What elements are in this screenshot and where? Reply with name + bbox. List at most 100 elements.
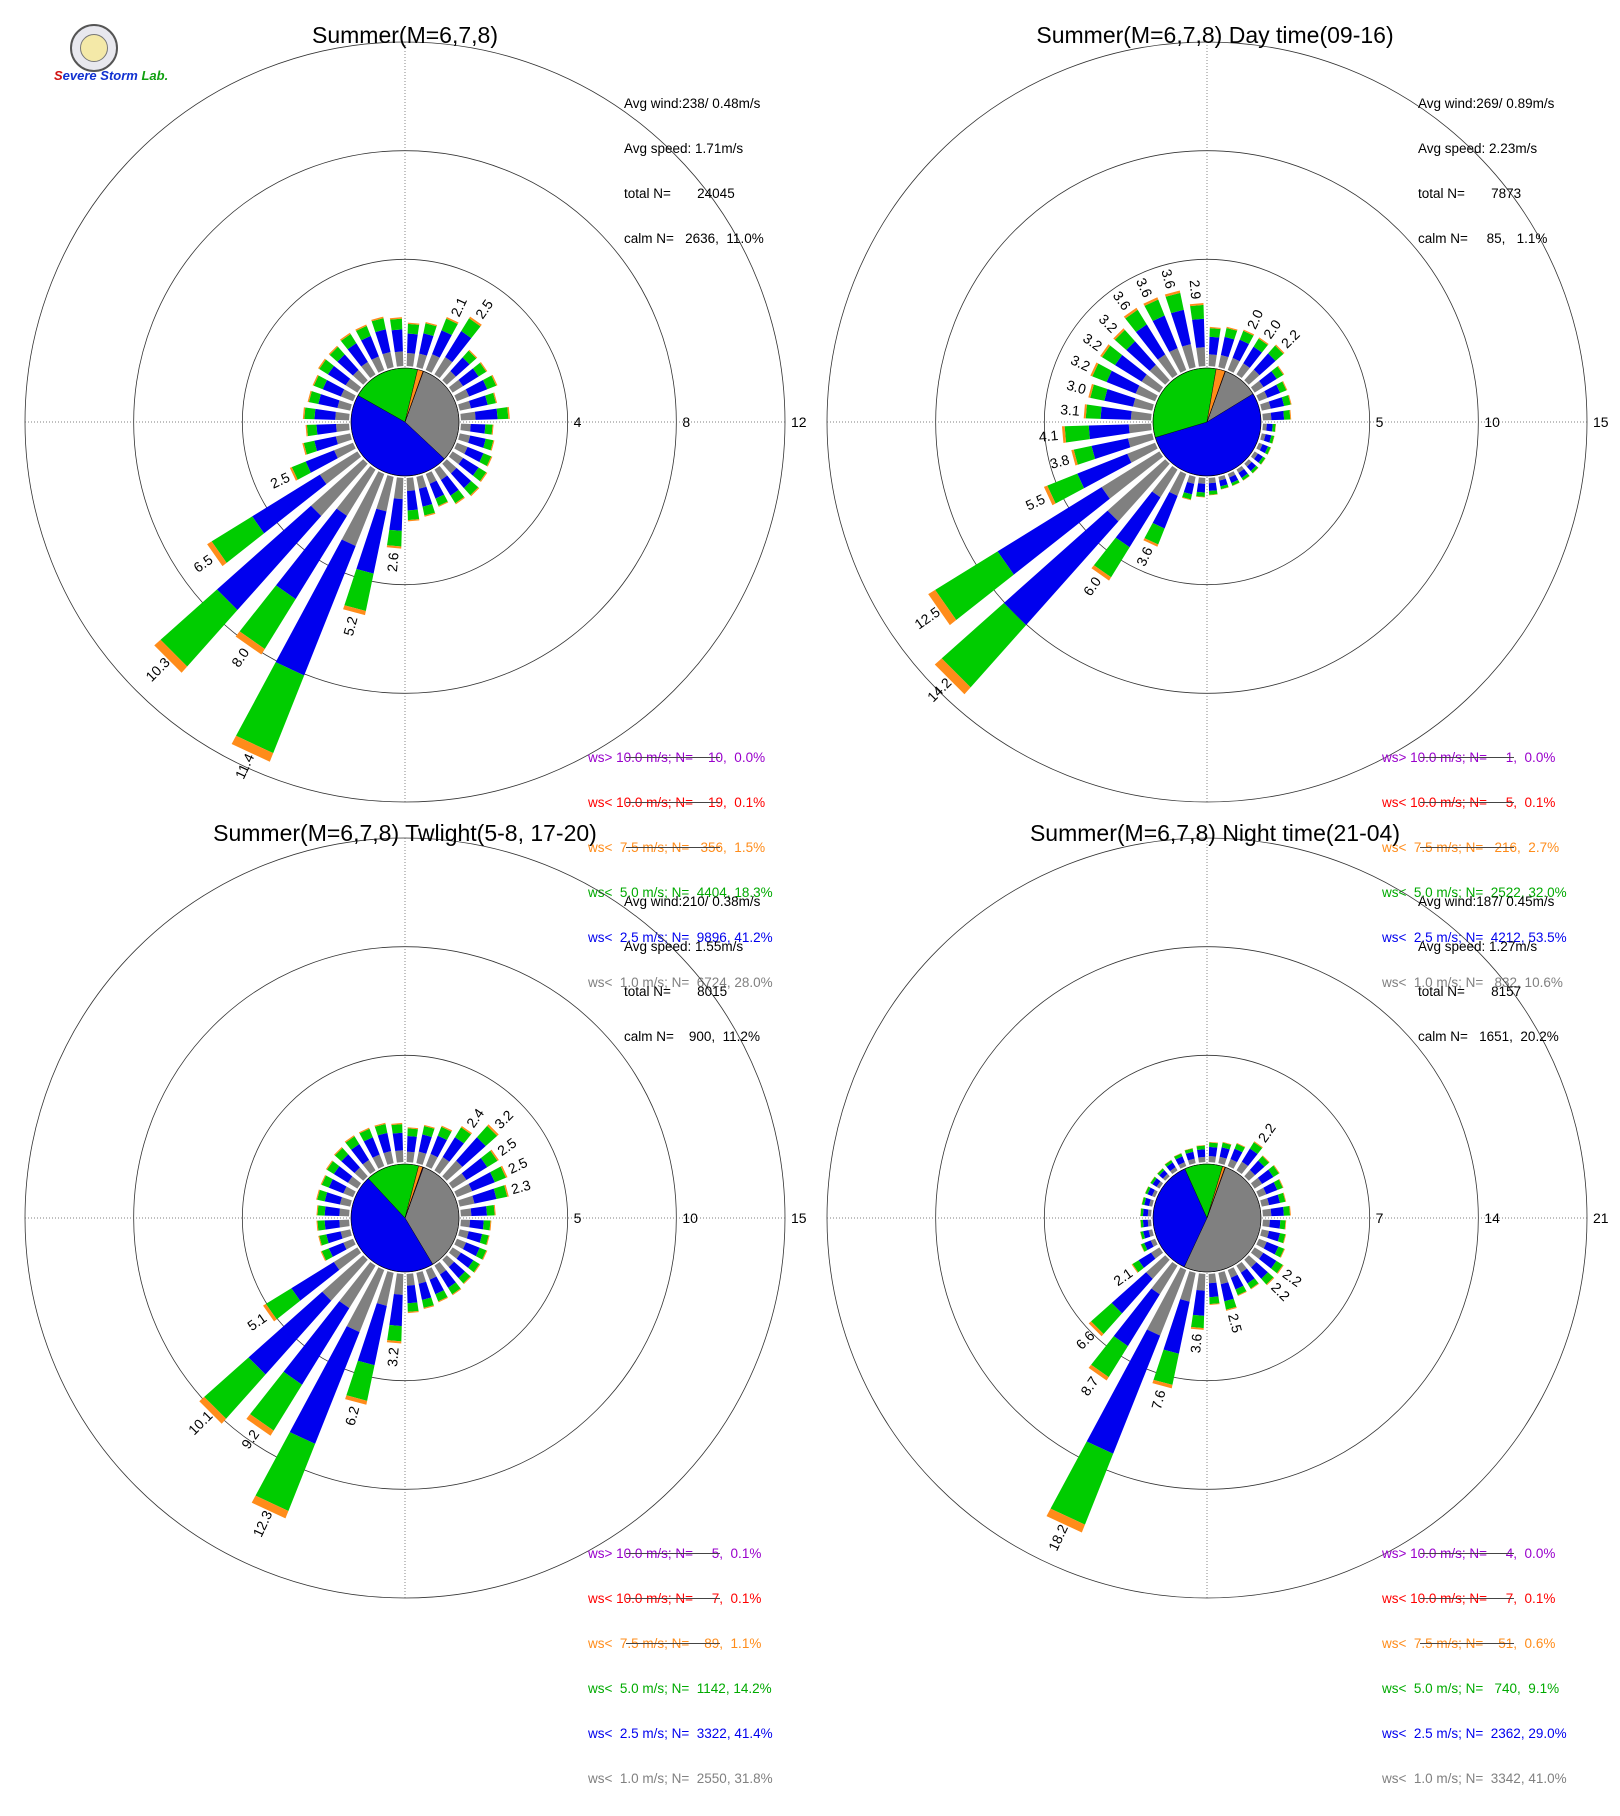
petal-segment (458, 1195, 475, 1207)
petal-segment (317, 1220, 326, 1231)
legend-row: ws< 10.0 m/s; N= 7, 0.1% (1382, 1591, 1556, 1606)
petal-segment (1144, 299, 1165, 322)
petal-segment (1279, 1220, 1286, 1230)
petal-segment (1218, 355, 1229, 369)
petal-segment (928, 589, 957, 626)
petal-segment (1282, 381, 1288, 391)
petal-segment (458, 368, 479, 387)
petal-segment (391, 1122, 403, 1126)
petal-segment (500, 1165, 508, 1178)
petal-segment (469, 316, 482, 327)
petal-segment (476, 1125, 498, 1147)
petal-segment (1283, 1192, 1287, 1202)
petal-segment (1219, 1147, 1230, 1159)
petal-segment (317, 1189, 328, 1202)
petal-segment (337, 400, 352, 411)
petal-segment (438, 1297, 449, 1303)
petal-segment (1244, 1169, 1256, 1181)
petal-segment (362, 1159, 376, 1175)
petal-value-label: 6.2 (342, 1404, 363, 1427)
petal-segment (1254, 453, 1263, 463)
ring-tick-label: 8 (682, 414, 690, 430)
petal-segment (472, 467, 487, 482)
petal-segment (1289, 409, 1292, 420)
petal-segment (1277, 1233, 1286, 1244)
petal-segment (248, 1291, 332, 1375)
petal-segment (448, 1173, 467, 1189)
petal-segment (1218, 1271, 1229, 1285)
petal-segment (318, 394, 340, 408)
petal-segment (346, 1267, 385, 1333)
petal-segment (442, 1137, 464, 1162)
petal-segment (1185, 1151, 1195, 1161)
petal-segment (470, 487, 480, 497)
petal-segment (1209, 326, 1221, 330)
petal-segment (1278, 1178, 1284, 1188)
windrose-plot: 5 10 152.02.02.23.66.014.212.55.53.84.13.1… (826, 41, 1609, 803)
petal-segment (1250, 465, 1259, 474)
petal-segment (1267, 447, 1272, 455)
petal-segment (480, 1150, 498, 1168)
petal-segment (421, 1297, 434, 1308)
petal-segment (1226, 326, 1238, 331)
petal-segment (1061, 426, 1067, 443)
petal-segment (1140, 1231, 1143, 1240)
petal-segment (1209, 328, 1221, 338)
petal-segment (1208, 1155, 1216, 1163)
avg-wind-text: Avg wind:187/ 0.45m/s (1418, 894, 1555, 909)
petal-segment (1236, 1142, 1246, 1148)
petal-segment (441, 318, 458, 336)
petal-segment (1272, 423, 1276, 432)
petal-value-label: 7.6 (1148, 1388, 1169, 1411)
petal-segment (469, 1219, 484, 1230)
petal-segment (941, 602, 1027, 688)
petal-segment (1093, 537, 1130, 578)
petal-segment (1144, 1186, 1149, 1194)
petal-segment (1196, 1145, 1205, 1150)
petal-segment (1236, 363, 1250, 379)
petal-value-label: 3.6 (1133, 544, 1156, 569)
petal-segment (324, 1206, 340, 1217)
petal-segment (387, 1325, 402, 1342)
petal-segment (448, 1282, 461, 1295)
petal-segment (1283, 409, 1291, 420)
petal-value-label: 2.0 (1244, 307, 1267, 332)
petal-segment (1274, 1246, 1285, 1258)
petal-segment (486, 456, 493, 467)
petal-segment (407, 1302, 419, 1312)
petal-segment (454, 1238, 467, 1250)
petal-segment (1243, 346, 1262, 368)
petal-segment (391, 1124, 403, 1134)
petal-segment (1143, 1230, 1151, 1239)
petal-segment (1184, 1147, 1193, 1151)
petal-segment (313, 375, 327, 390)
petal-segment (1260, 1198, 1270, 1207)
petal-segment (320, 1174, 326, 1185)
legend-row: ws< 5.0 m/s; N= 1142, 14.2% (588, 1681, 772, 1696)
petal-segment (314, 436, 338, 452)
petal-segment (1071, 449, 1078, 466)
petal-segment (1232, 339, 1250, 362)
petal-value-label: 8.7 (1077, 1373, 1101, 1398)
petal-segment (1190, 304, 1204, 320)
petal-segment (339, 1197, 352, 1207)
calm-n-text: calm N= 85, 1.1% (1418, 231, 1548, 246)
petal-segment (448, 379, 464, 393)
petal-segment (450, 467, 472, 489)
petal-segment (484, 424, 493, 435)
petal-segment (351, 1144, 370, 1165)
petal-segment (339, 332, 351, 341)
windrose-panel-daytime: 5 10 15 2.0 2.0 2.2 3.6 6.0 14.2 12.5 5.5 3.8 4.1 3.1… (810, 0, 1620, 990)
petal-segment (246, 1414, 274, 1436)
petal-segment (1111, 1272, 1153, 1314)
petal-segment (1150, 1238, 1158, 1247)
petal-segment (1146, 1267, 1187, 1336)
petal-segment (363, 1137, 380, 1158)
petal-segment (439, 1270, 456, 1288)
petal-segment (1157, 1168, 1165, 1176)
petal-segment (418, 1281, 432, 1300)
petal-segment (1196, 491, 1205, 497)
ring-circle (1043, 258, 1371, 586)
petal-segment (474, 408, 498, 420)
petal-segment (418, 1134, 432, 1154)
